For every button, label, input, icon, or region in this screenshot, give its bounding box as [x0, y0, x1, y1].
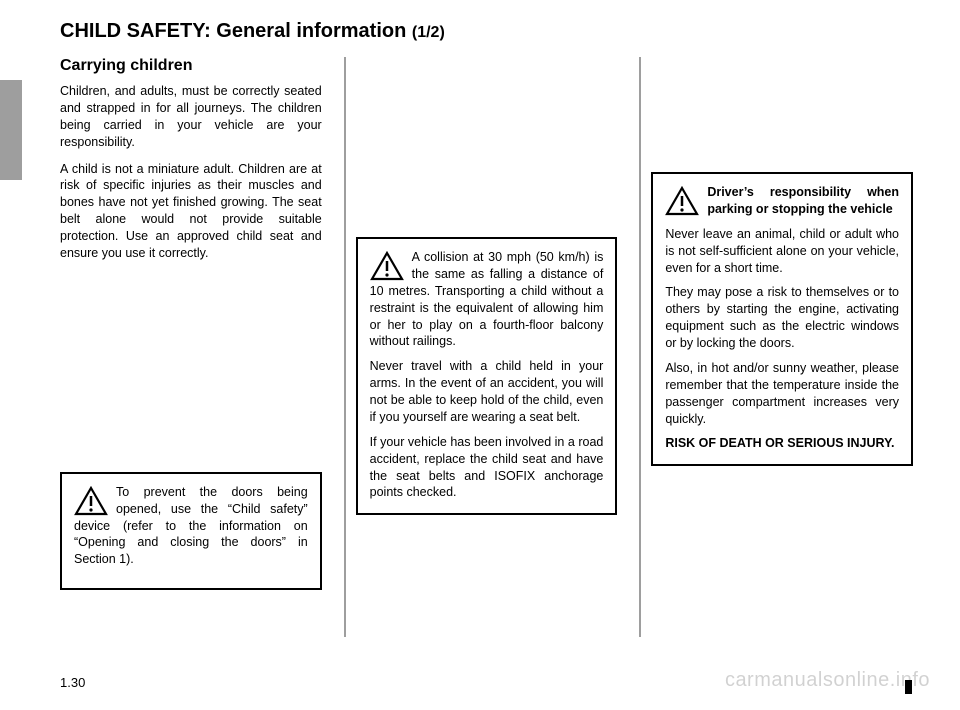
col1-para-2: A child is not a miniature adult. Childr… [60, 161, 322, 262]
column-separator-1 [344, 57, 346, 637]
warning-box-responsibility: Driver’s responsibility when parking or … [651, 172, 913, 466]
warning-triangle-icon [74, 486, 108, 516]
content-columns: Carrying children Children, and adults, … [60, 57, 925, 637]
warning-collision-p2: Never travel with a child held in your a… [370, 358, 604, 426]
warning-box-collision: A collision at 30 mph (50 km/h) is the s… [356, 237, 618, 515]
warning-resp-lead: Driver’s responsibility when parking or … [665, 184, 899, 218]
watermark: carmanualsonline.info [725, 669, 930, 692]
column-2: A collision at 30 mph (50 km/h) is the s… [356, 57, 630, 637]
column-1: Carrying children Children, and adults, … [60, 57, 334, 637]
page-title: CHILD SAFETY: General information (1/2) [60, 20, 925, 43]
manual-page: CHILD SAFETY: General information (1/2) … [0, 0, 960, 710]
title-main: CHILD SAFETY: General information [60, 20, 412, 42]
warning-collision-p3: If your vehicle has been involved in a r… [370, 434, 604, 502]
column-separator-2 [639, 57, 641, 637]
warning-triangle-icon [665, 186, 699, 216]
warning-box-doors: To prevent the doors being opened, use t… [60, 472, 322, 590]
title-sub: (1/2) [412, 24, 445, 41]
section-tab [0, 80, 22, 180]
warning-resp-lead-bold: Driver’s responsibility when parking or … [707, 185, 899, 216]
warning-triangle-icon [370, 251, 404, 281]
warning-collision-p1: A collision at 30 mph (50 km/h) is the s… [370, 249, 604, 350]
warning-resp-p2: They may pose a risk to themselves or to… [665, 284, 899, 352]
warning-resp-p1: Never leave an animal, child or adult wh… [665, 226, 899, 277]
col1-para-1: Children, and adults, must be correctly … [60, 83, 322, 151]
page-number: 1.30 [60, 675, 85, 690]
warning-resp-p3: Also, in hot and/or sunny weather, pleas… [665, 360, 899, 428]
warning-doors-text: To prevent the doors being opened, use t… [74, 485, 308, 567]
column-3: Driver’s responsibility when parking or … [651, 57, 925, 637]
warning-resp-risk: RISK OF DEATH OR SERIOUS INJURY. [665, 435, 899, 452]
col1-heading: Carrying children [60, 57, 322, 75]
